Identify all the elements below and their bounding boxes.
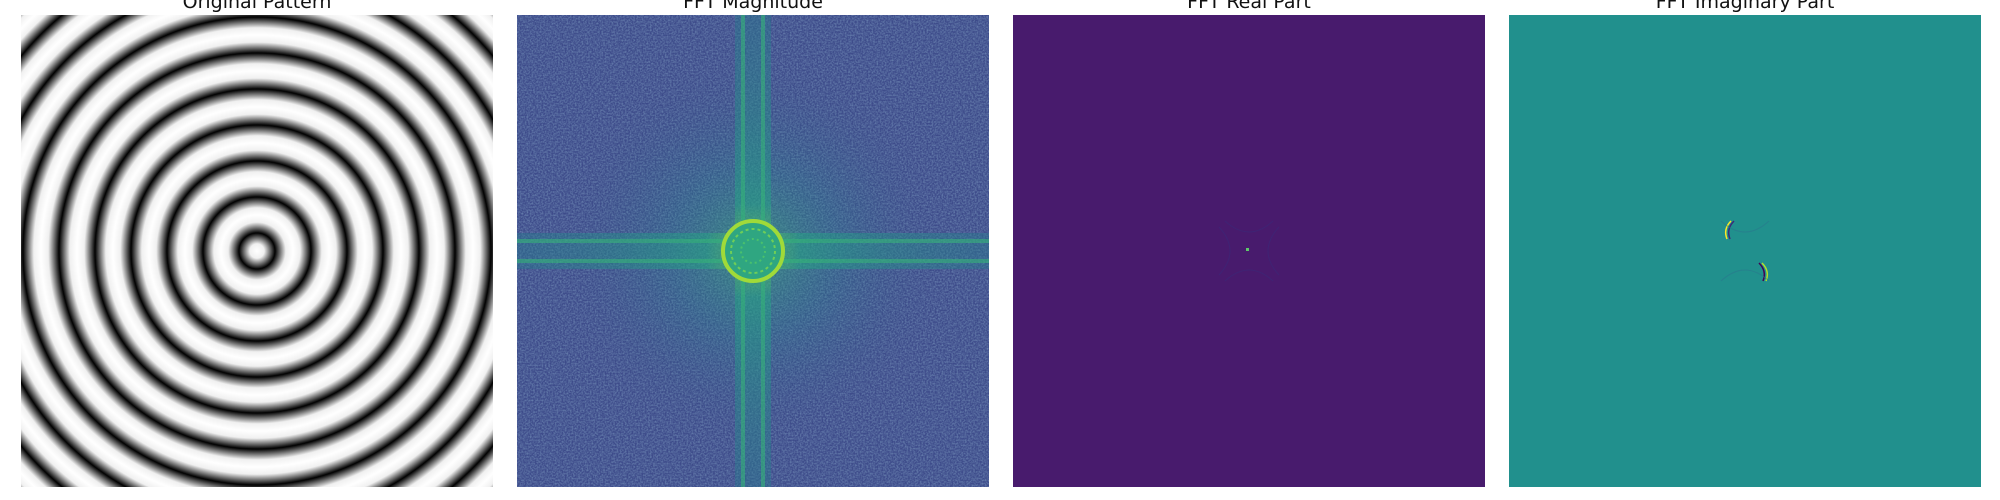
panel-fft-real-part: FFT Real Part (1013, 0, 1485, 500)
panel-title: FFT Imaginary Part (1655, 0, 1835, 13)
original-pattern-image (21, 15, 493, 487)
fft-real-part-image (1013, 15, 1485, 487)
fft-imaginary-part-image (1509, 15, 1981, 487)
panel-title: Original Pattern (182, 0, 332, 13)
panel-fft-magnitude: FFT Magnitude (517, 0, 989, 500)
panel-original-pattern: Original Pattern (21, 0, 493, 500)
fft-magnitude-image (517, 15, 989, 487)
panel-fft-imaginary-part: FFT Imaginary Part (1509, 0, 1981, 500)
panel-title: FFT Magnitude (683, 0, 823, 13)
panel-title: FFT Real Part (1187, 0, 1311, 13)
